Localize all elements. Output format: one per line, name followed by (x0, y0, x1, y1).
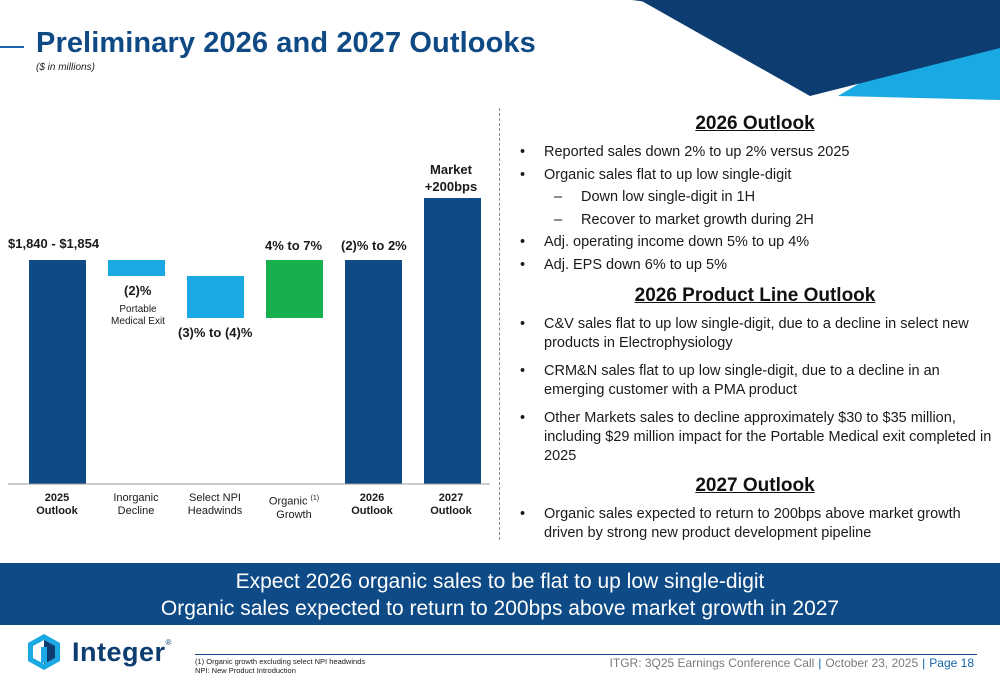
category-line-1: 2027 (438, 492, 464, 504)
value-label-2027: Market +200bps (418, 161, 484, 195)
summary-banner: Expect 2026 organic sales to be flat to … (0, 563, 1000, 625)
bar-2027-outlook (424, 198, 481, 484)
bar-organic-growth (266, 260, 323, 318)
logo-registered-mark: ® (165, 637, 172, 647)
footnote-1: (1) Organic growth excluding select NPI … (195, 657, 366, 666)
footer-separator: | (922, 656, 926, 670)
value-label-2025: $1,840 - $1,854 (8, 236, 100, 251)
value-label-organic: 4% to 7% (265, 238, 323, 253)
corner-decoration (632, 0, 1000, 100)
list-sub-item: Recover to market growth during 2H (516, 211, 994, 230)
category-2025-outlook: 2025 Outlook (12, 492, 102, 518)
note-portable-medical: Portable Medical Exit (102, 304, 174, 328)
value-label-2026: (2)% to 2% (341, 238, 407, 253)
category-line-1: Select NPI (189, 492, 241, 504)
bar-select-npi-headwinds (187, 276, 244, 318)
integer-logo: Integer ® (24, 632, 171, 672)
list-item: C&V sales flat to up low single-digit, d… (516, 315, 994, 353)
integer-logo-icon (28, 634, 60, 670)
list-2027-outlook: Organic sales expected to return to 200b… (516, 505, 994, 543)
category-line-1: Inorganic (113, 492, 159, 504)
footnote-2: NPI: New Product Introduction (195, 666, 296, 675)
footer-rule (195, 654, 977, 655)
category-line-2: Decline (117, 505, 155, 517)
outlook-panel: 2026 Outlook Reported sales down 2% to u… (516, 113, 994, 546)
heading-2026-outlook: 2026 Outlook (695, 113, 815, 134)
note-line-2: Medical Exit (111, 316, 165, 327)
footnote-marker: (1) (310, 495, 320, 502)
category-line-2: Outlook (36, 505, 78, 517)
footer-date: October 23, 2025 (825, 656, 919, 670)
heading-2027-outlook: 2027 Outlook (695, 474, 815, 496)
bar-inorganic-decline (108, 260, 165, 276)
category-line-1: 2025 (44, 492, 70, 504)
footer-info: ITGR: 3Q25 Earnings Conference Call | Octo… (610, 656, 974, 670)
value-label-2027-line2: +200bps (424, 179, 478, 194)
category-2027-outlook: 2027 Outlook (406, 492, 496, 518)
bar-2025-outlook (29, 260, 86, 484)
category-line-2: Outlook (351, 505, 393, 517)
section-divider (499, 108, 500, 540)
list-item: Adj. operating income down 5% to up 4% (516, 233, 994, 252)
corner-dark-shape (640, 0, 1000, 96)
list-item: CRM&N sales flat to up low single-digit,… (516, 362, 994, 400)
category-2026-outlook: 2026 Outlook (327, 492, 417, 518)
list-item: Reported sales down 2% to up 2% versus 2… (516, 143, 994, 162)
heading-product-line-outlook: 2026 Product Line Outlook (634, 284, 876, 306)
category-organic-growth: Organic (1) Growth (249, 492, 339, 522)
category-inorganic-decline: Inorganic Decline (91, 492, 181, 518)
value-label-2027-line1: Market (430, 162, 472, 177)
list-item: Organic sales expected to return to 200b… (516, 505, 994, 543)
title-accent-line (0, 46, 24, 48)
bar-2026-outlook (345, 260, 402, 484)
category-line-1-text: Organic (268, 495, 308, 508)
category-line-1: 2026 (359, 492, 385, 504)
banner-line-2: Organic sales expected to return to 200b… (160, 597, 840, 620)
list-2026-outlook: Reported sales down 2% to up 2% versus 2… (516, 143, 994, 275)
list-sub-item: Down low single-digit in 1H (516, 188, 994, 207)
category-line-2: Outlook (430, 505, 472, 517)
value-label-inorganic: (2)% (124, 283, 152, 298)
list-item: Other Markets sales to decline approxima… (516, 409, 994, 466)
logo-text: Integer (72, 636, 166, 667)
banner-line-1: Expect 2026 organic sales to be flat to … (235, 570, 765, 593)
page-subtitle: ($ in millions) (36, 62, 95, 73)
value-label-npi: (3)% to (4)% (178, 325, 253, 340)
category-line-2: Headwinds (187, 505, 243, 517)
list-item: Organic sales flat to up low single-digi… (516, 166, 994, 185)
footnotes: (1) Organic growth excluding select NPI … (195, 657, 365, 675)
note-line-1: Portable (119, 304, 157, 315)
page-title: Preliminary 2026 and 2027 Outlooks (36, 27, 536, 59)
footer-separator: | (818, 656, 822, 670)
footer-event: ITGR: 3Q25 Earnings Conference Call (609, 656, 815, 670)
list-product-line-outlook: C&V sales flat to up low single-digit, d… (516, 315, 994, 466)
waterfall-chart (8, 198, 490, 485)
list-item: Adj. EPS down 6% to up 5% (516, 256, 994, 275)
category-line-2: Growth (276, 508, 312, 521)
footer-page-number: Page 18 (929, 656, 974, 670)
category-line-1: Organic (1) (249, 492, 339, 509)
category-npi-headwinds: Select NPI Headwinds (170, 492, 260, 518)
